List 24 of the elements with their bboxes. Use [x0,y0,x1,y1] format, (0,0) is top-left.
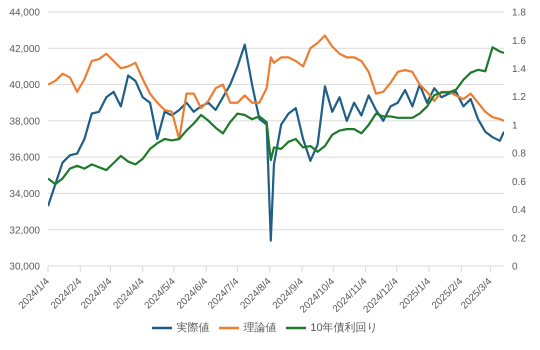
y-tick-label: 42,000 [9,44,40,55]
y-tick-label: 34,000 [9,188,40,200]
y2-tick-label: 0 [512,262,518,273]
y2-tick-label: 0.6 [512,176,526,188]
legend-label: 10年債利回り [310,322,378,334]
line-series [48,34,504,140]
y-tick-label: 38,000 [9,116,40,128]
y-tick-label: 30,000 [9,262,40,273]
y-tick-label: 44,000 [9,8,40,19]
legend-label: 理論値 [243,322,276,334]
y2-tick-label: 1.6 [512,36,526,47]
line-series [48,46,504,186]
y-tick-label: 32,000 [9,225,40,236]
y2-tick-label: 0.8 [512,148,526,160]
y2-tick-label: 1.4 [512,64,526,75]
y2-tick-label: 1.8 [512,8,526,19]
y2-tick-label: 0.2 [512,233,526,244]
line-series [48,44,504,242]
y2-tick-label: 1 [512,120,518,132]
y2-tick-label: 0.4 [512,205,526,216]
legend-label: 実際値 [176,322,210,334]
y-tick-label: 36,000 [9,152,40,164]
y-tick-label: 40,000 [9,80,40,92]
y2-tick-label: 1.2 [512,92,526,104]
